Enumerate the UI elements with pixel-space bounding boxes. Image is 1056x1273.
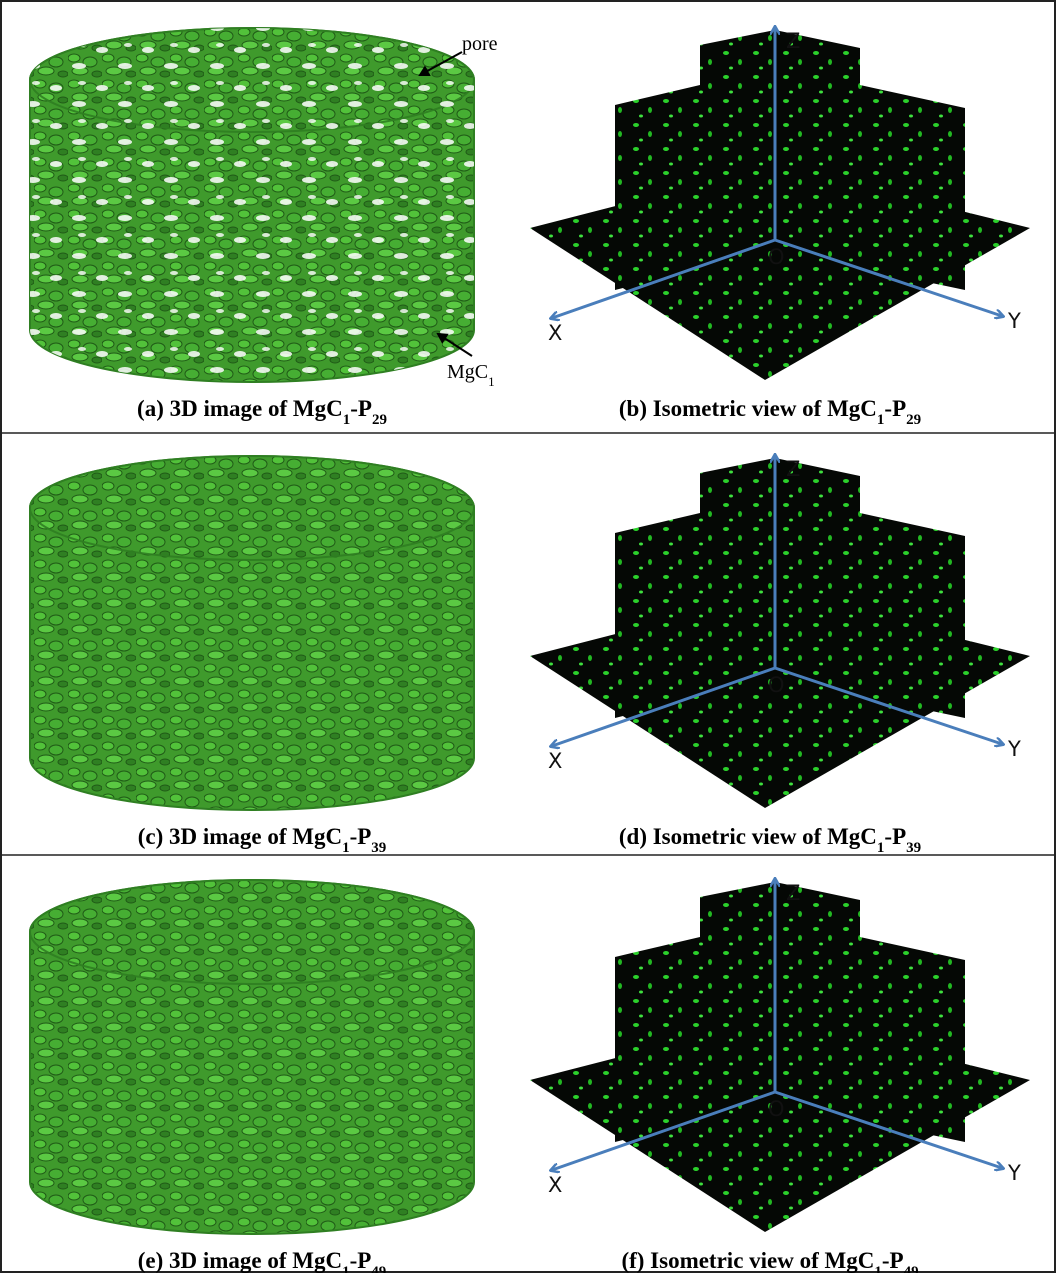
annotation: pore: [462, 33, 498, 55]
text-part: -P: [884, 396, 906, 421]
image-panel: (c) 3D image of MgC1-P39: [30, 456, 474, 856]
subscript: 1: [342, 840, 350, 856]
image-panel: (e) 3D image of MgC1-P49: [30, 880, 474, 1273]
subscript: 1: [877, 412, 885, 428]
text-part: (e) 3D image of MgC: [138, 1248, 342, 1273]
axis-label: Z: [786, 457, 800, 481]
axis-label: Y: [1007, 1161, 1021, 1185]
text-part: -P: [882, 1248, 904, 1273]
back-plane: [615, 882, 775, 1142]
isometric-panel: Z O X Y (f) Isometric view of MgC1-P49: [530, 880, 1030, 1273]
axis-label: X: [548, 749, 562, 773]
subscript: 1: [488, 374, 495, 389]
axis-label: Z: [786, 29, 800, 53]
subscript: 1: [877, 840, 885, 856]
text-part: (f) Isometric view of MgC: [621, 1248, 874, 1273]
axis-label: O: [768, 1097, 785, 1121]
subscript: 49: [904, 1264, 919, 1273]
page: {"figure": {"panels": [ {"caption": ["(a…: [0, 0, 1056, 1273]
cylinder-top: [30, 880, 474, 984]
text-part: (c) 3D image of MgC: [138, 824, 342, 849]
subscript: 39: [371, 840, 386, 856]
caption: (e) 3D image of MgC1-P49: [138, 1248, 387, 1273]
isometric-panel: Z O X Y (b) Isometric view of MgC1-P29: [530, 28, 1030, 428]
subscript: 1: [342, 1264, 350, 1273]
axis-label: Y: [1007, 309, 1021, 333]
caption: (d) Isometric view of MgC1-P39: [619, 824, 921, 856]
text-part: (d) Isometric view of MgC: [619, 824, 877, 849]
axis-label: O: [768, 245, 785, 269]
axis-label: O: [768, 673, 785, 697]
caption: (b) Isometric view of MgC1-P29: [619, 396, 921, 428]
back-plane: [615, 458, 775, 718]
isometric-panel: Z O X Y (d) Isometric view of MgC1-P39: [530, 456, 1030, 856]
figure: poreMgC1(a) 3D image of MgC1-P29ZOXY(b) …: [0, 0, 1056, 1273]
text-part: -P: [884, 824, 906, 849]
back-plane: [615, 30, 775, 290]
text-part: MgC: [447, 361, 488, 383]
caption: (a) 3D image of MgC1-P29: [137, 396, 387, 428]
text-part: -P: [350, 1248, 372, 1273]
text-part: -P: [350, 824, 372, 849]
subscript: 29: [906, 412, 921, 428]
caption: (f) Isometric view of MgC1-P49: [621, 1248, 918, 1273]
subscript: 29: [372, 412, 387, 428]
caption: (c) 3D image of MgC1-P39: [138, 824, 387, 856]
subscript: 1: [343, 412, 351, 428]
text-part: (a) 3D image of MgC: [137, 396, 343, 421]
subscript: 49: [371, 1264, 386, 1273]
text-part: -P: [350, 396, 372, 421]
axis-label: X: [548, 1173, 562, 1197]
subscript: 1: [874, 1264, 882, 1273]
axis-label: Y: [1007, 737, 1021, 761]
annotation: MgC1: [447, 361, 495, 389]
text-part: (b) Isometric view of MgC: [619, 396, 877, 421]
axis-label: Z: [786, 881, 800, 905]
subscript: 39: [906, 840, 921, 856]
cylinder-top: [30, 456, 474, 560]
pore-overlay: [30, 28, 474, 382]
axis-label: X: [548, 321, 562, 345]
